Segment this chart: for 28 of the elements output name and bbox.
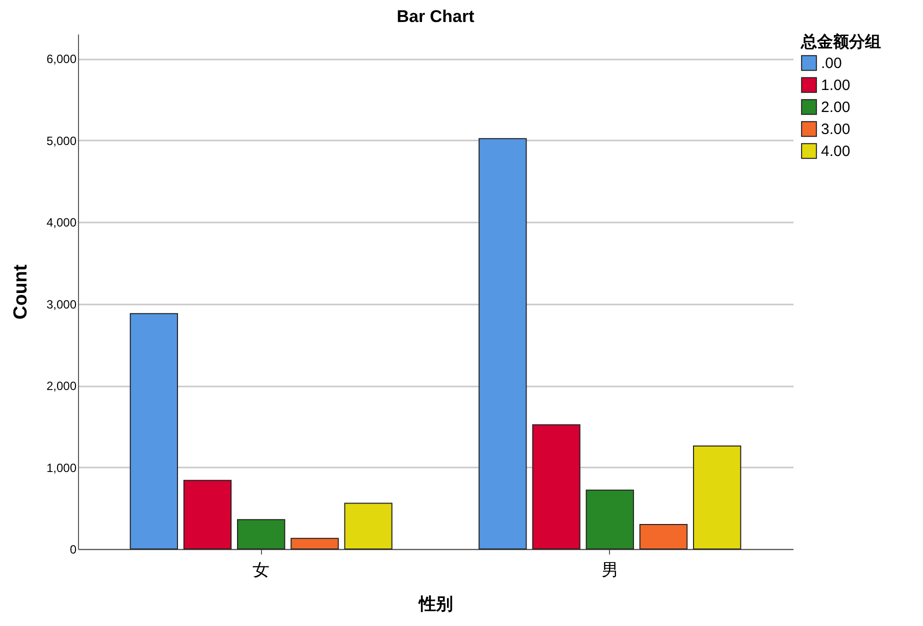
legend-label: 2.00 (821, 99, 850, 116)
bar (344, 502, 392, 550)
y-tick-label: 1,000 (46, 460, 77, 475)
bar (130, 313, 178, 550)
y-tick-label: 6,000 (46, 52, 77, 66)
x-axis-title: 性别 (418, 594, 453, 614)
bar (586, 490, 634, 550)
y-tick-label: 3,000 (46, 297, 77, 312)
bar (290, 538, 339, 550)
bar (237, 519, 286, 550)
bar (532, 424, 580, 550)
y-axis-title: Count (10, 264, 32, 320)
y-tick-label: 4,000 (46, 216, 77, 230)
y-tick-label: 0 (70, 542, 77, 556)
bar (183, 480, 232, 550)
legend-label: 3.00 (821, 121, 850, 138)
bar (639, 524, 688, 550)
bar (478, 138, 527, 550)
legend-title: 总金额分组 (800, 33, 881, 51)
x-tick-label: 女 (252, 560, 270, 580)
bar (693, 446, 742, 550)
legend-label: .00 (821, 55, 842, 72)
x-tick-label: 男 (601, 560, 618, 580)
legend-label: 1.00 (821, 77, 850, 94)
y-tick-label: 2,000 (46, 379, 77, 394)
y-tick-label: 5,000 (46, 134, 77, 148)
legend-label: 4.00 (821, 143, 850, 160)
chart-title: Bar Chart (396, 7, 475, 26)
